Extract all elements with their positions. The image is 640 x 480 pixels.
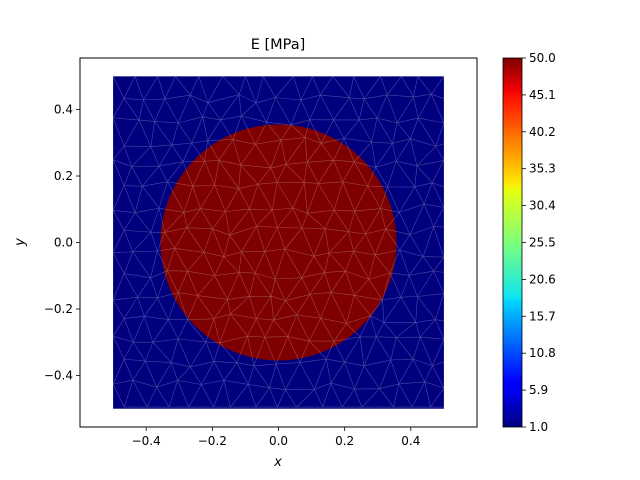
y-tick-label: −0.4 [44, 368, 73, 382]
colorbar-tick-label: 10.8 [529, 346, 556, 360]
plot-area [79, 57, 478, 428]
y-tick-label: 0.0 [54, 236, 73, 250]
mesh-lines [113, 76, 444, 408]
x-tick-label: 0.2 [335, 434, 354, 448]
y-axis-label: y [13, 238, 28, 247]
colorbar-tick-label: 15.7 [529, 309, 556, 323]
x-axis-label: x [273, 455, 282, 470]
colorbar-tick-label: 1.0 [529, 420, 548, 434]
y-tick-label: 0.4 [54, 103, 73, 117]
colorbar-tick-label: 20.6 [529, 272, 556, 286]
colorbar-tick-label: 30.4 [529, 199, 556, 213]
y-tick-label: 0.2 [54, 169, 73, 183]
colorbar-tick-label: 50.0 [529, 51, 556, 65]
colorbar-tick-label: 5.9 [529, 383, 548, 397]
x-tick-label: −0.2 [198, 434, 227, 448]
x-axis: −0.4 −0.2 0.0 0.2 0.4 [132, 427, 420, 448]
colorbar-ticks: 1.0 5.9 10.8 15.7 20.6 25.5 30.4 35.3 40.2 45.1 50… [522, 51, 556, 434]
colorbar-tick-label: 25.5 [529, 236, 556, 250]
colorbar-tick-label: 35.3 [529, 162, 556, 176]
chart-title: E [MPa] [251, 37, 306, 53]
colorbar-tick-label: 45.1 [529, 88, 556, 102]
colorbar: 1.0 5.9 10.8 15.7 20.6 25.5 30.4 35.3 40.2 45.1 50… [502, 51, 556, 434]
mesh-edges [113, 76, 444, 408]
x-tick-label: 0.0 [269, 434, 288, 448]
x-tick-label: −0.4 [132, 434, 161, 448]
inclusion-region [160, 124, 397, 361]
y-axis: −0.4 −0.2 0.0 0.2 0.4 [44, 103, 80, 382]
y-tick-label: −0.2 [44, 302, 73, 316]
colorbar-gradient [502, 57, 523, 428]
x-tick-label: 0.4 [401, 434, 420, 448]
colorbar-tick-label: 40.2 [529, 125, 556, 139]
